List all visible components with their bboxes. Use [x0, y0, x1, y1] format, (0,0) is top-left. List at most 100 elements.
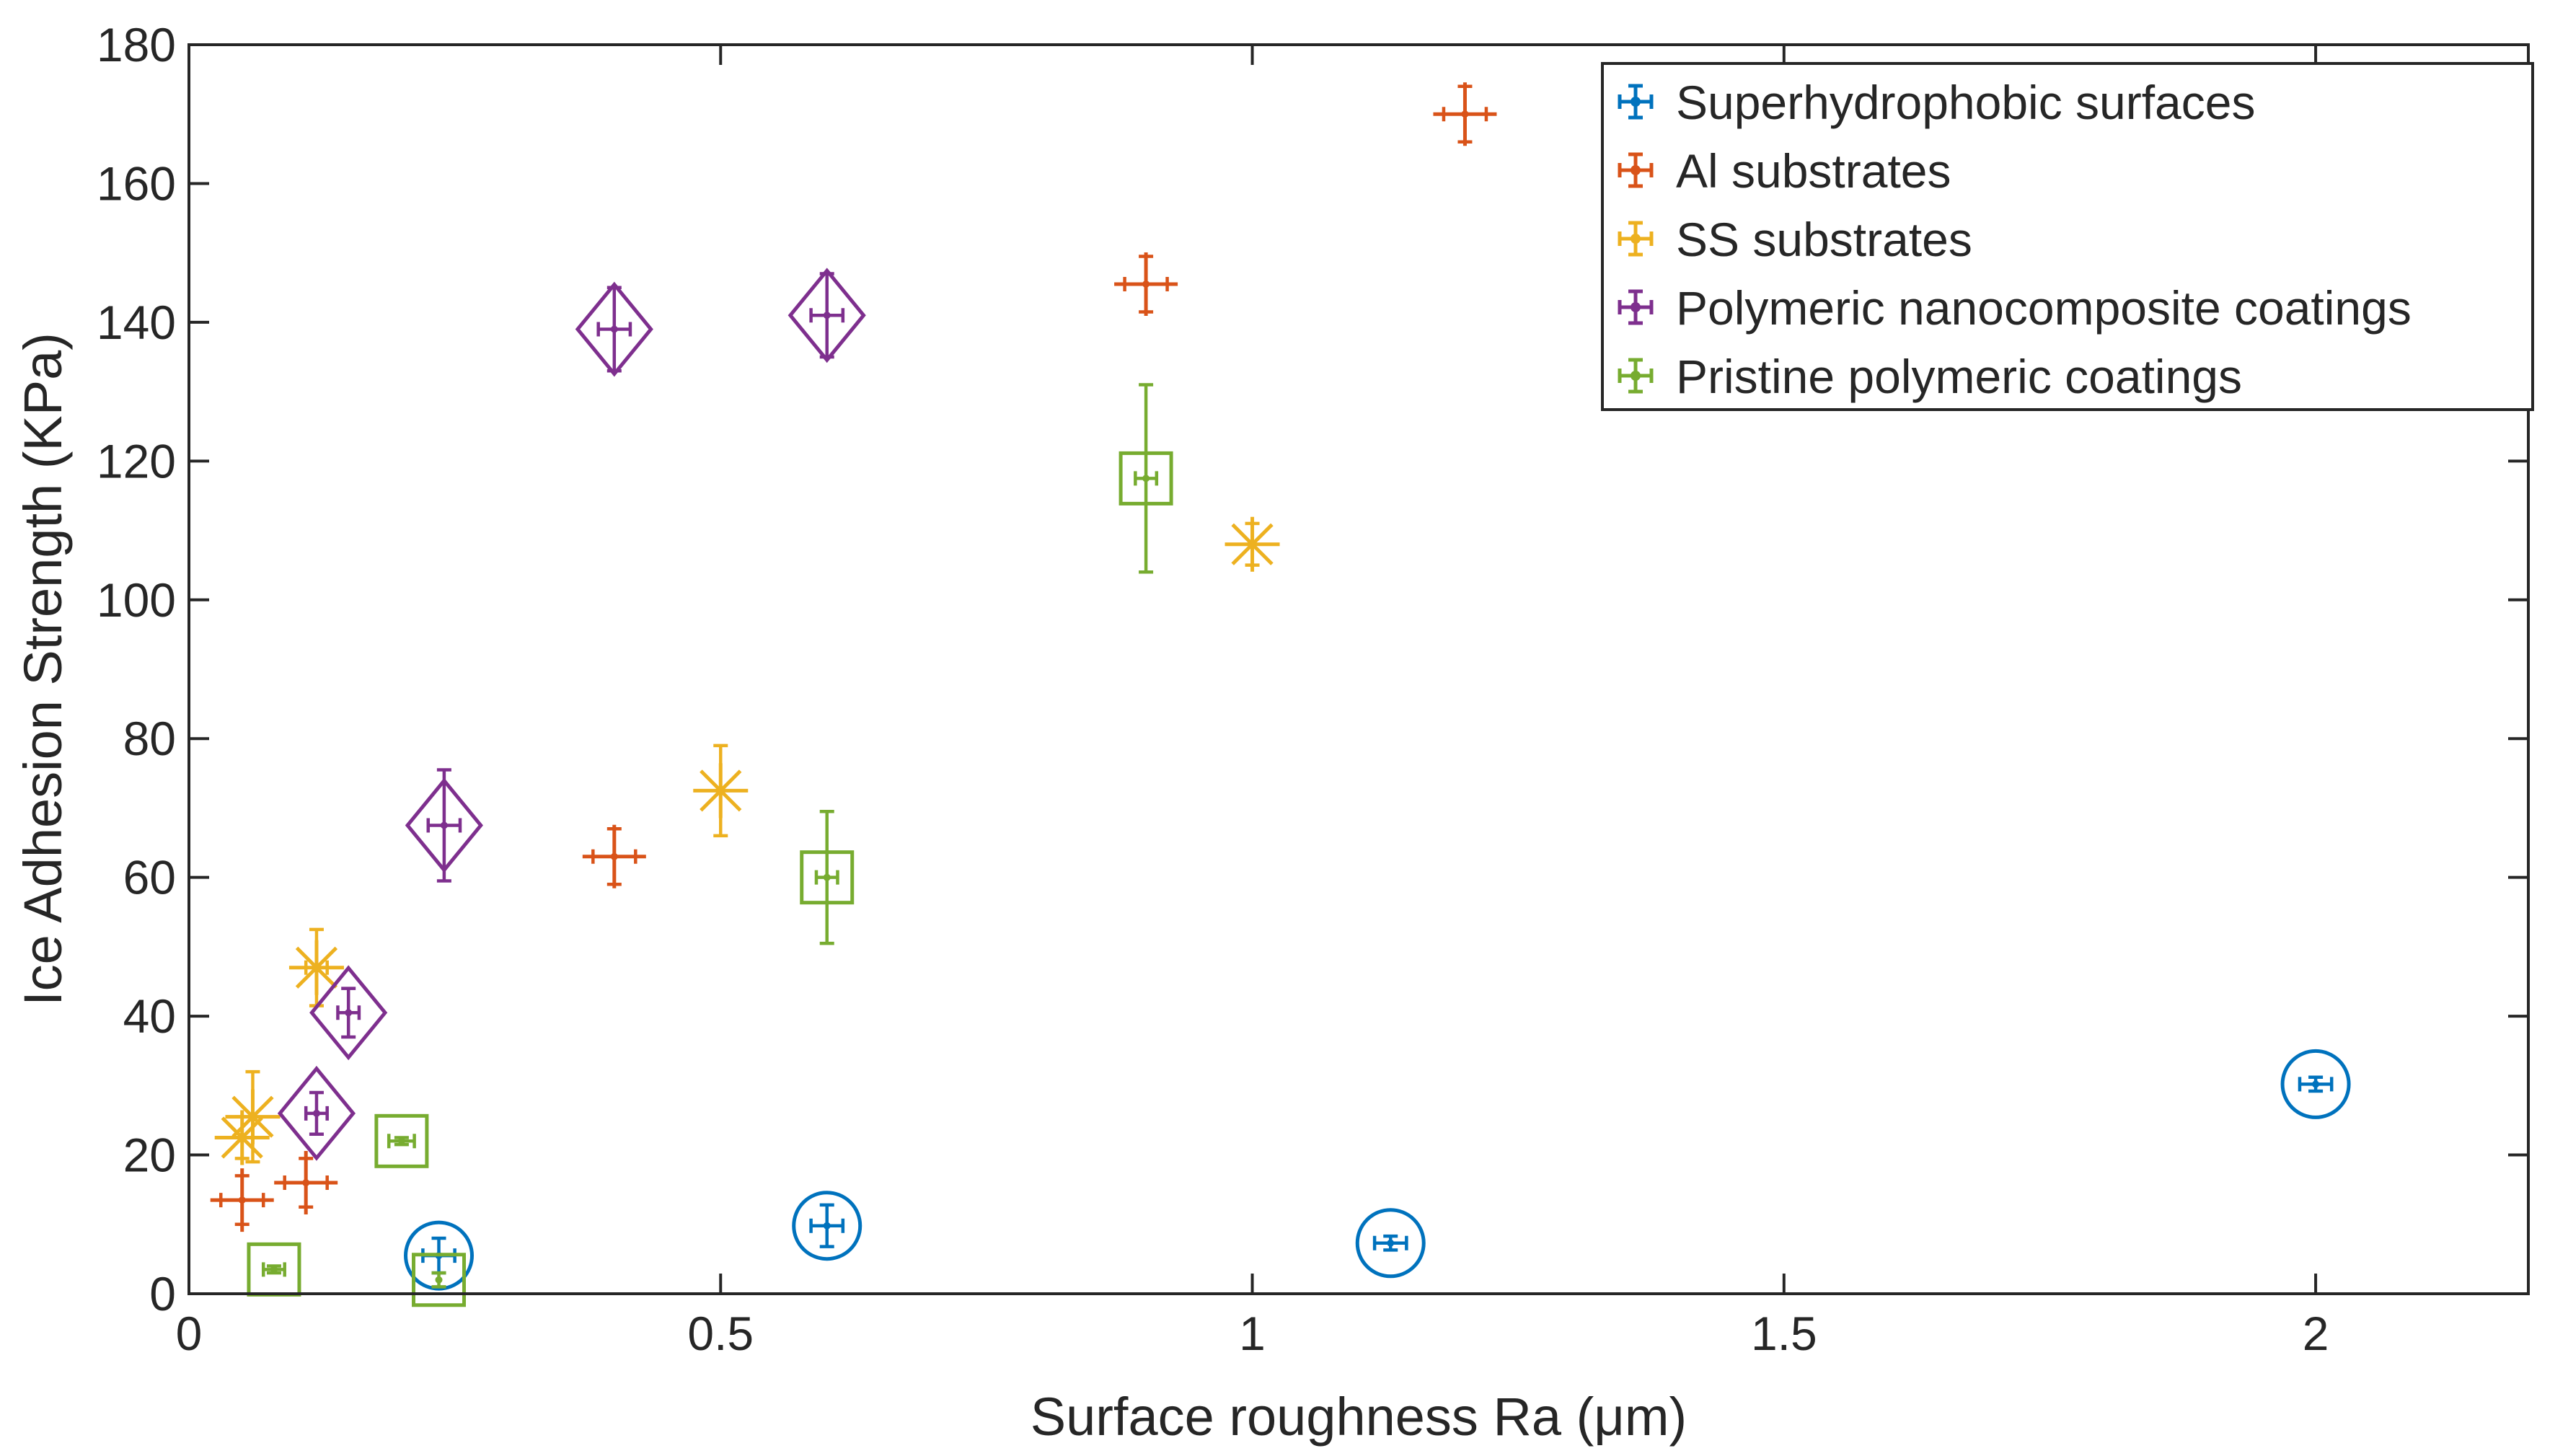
legend-entry: SS substrates [1618, 213, 1972, 266]
legend-entry: Polymeric nanocomposite coatings [1618, 281, 2412, 335]
legend-entry: Pristine polymeric coatings [1618, 350, 2242, 403]
data-point-center [345, 1009, 353, 1017]
data-point [1433, 82, 1497, 146]
y-tick-label: 180 [97, 18, 176, 71]
data-point [274, 1151, 338, 1215]
data-marker [1355, 1208, 1426, 1279]
data-marker [405, 777, 483, 873]
x-axis-label: Surface roughness Ra (μm) [1031, 1387, 1687, 1447]
data-marker [575, 281, 653, 377]
data-marker [214, 1110, 270, 1165]
series-4 [277, 268, 866, 1161]
data-marker [792, 1191, 862, 1261]
data-point [1114, 252, 1178, 316]
y-axis: 0 20 40 60 80 100 120 140 160 180 [97, 18, 2528, 1320]
legend-symbol-dot [1631, 234, 1641, 244]
data-point-center [823, 1222, 831, 1230]
data-point-center [312, 1109, 320, 1117]
y-tick-label: 60 [123, 851, 176, 904]
data-point-center [823, 873, 831, 881]
x-tick-label: 0 [176, 1307, 203, 1360]
data-marker [787, 268, 866, 363]
data-marker [1118, 451, 1173, 506]
data-marker [225, 1089, 281, 1144]
data-point-center [1142, 475, 1150, 482]
data-marker [412, 1253, 467, 1307]
data-marker [374, 1113, 429, 1168]
data-marker [800, 850, 855, 905]
data-point-center [440, 821, 448, 829]
legend-label: Pristine polymeric coatings [1676, 350, 2242, 403]
data-marker [1225, 516, 1280, 572]
y-tick-label: 100 [97, 573, 176, 627]
data-point [787, 268, 866, 363]
y-tick-label: 80 [123, 712, 176, 765]
y-tick-label: 0 [149, 1267, 176, 1320]
data-marker [582, 824, 646, 888]
series-3 [214, 516, 1280, 1165]
y-tick-label: 160 [97, 156, 176, 210]
legend-symbol-dot [1631, 165, 1641, 175]
data-point [2280, 1049, 2351, 1119]
data-point [225, 1069, 281, 1164]
data-point [210, 1168, 274, 1232]
plot-content [210, 82, 2351, 1307]
data-point [575, 281, 653, 377]
data-point [792, 1191, 862, 1261]
y-tick-label: 140 [97, 296, 176, 349]
legend: Superhydrophobic surfaces Al substrates SS… [1601, 62, 2534, 411]
legend-symbol-dot [1631, 371, 1641, 381]
legend-label: Polymeric nanocomposite coatings [1676, 281, 2412, 335]
data-point-center [435, 1276, 443, 1284]
data-marker [274, 1151, 338, 1215]
legend-label: SS substrates [1676, 213, 1972, 266]
legend-entry: Superhydrophobic surfaces [1618, 76, 2255, 129]
data-point [277, 1065, 356, 1161]
data-marker [210, 1168, 274, 1232]
series-5 [247, 383, 1173, 1307]
data-point [800, 810, 855, 945]
data-point-center [2312, 1080, 2320, 1088]
data-point [309, 965, 388, 1061]
series-2 [210, 82, 1497, 1232]
x-tick-label: 2 [2303, 1307, 2329, 1360]
legend-label: Superhydrophobic surfaces [1676, 76, 2255, 129]
data-marker [404, 1220, 475, 1291]
y-tick-label: 40 [123, 989, 176, 1043]
data-marker [277, 1065, 356, 1161]
data-point [582, 824, 646, 888]
data-point [1225, 516, 1280, 572]
data-marker [693, 763, 749, 819]
data-point-center [397, 1137, 405, 1145]
y-tick-label: 20 [123, 1129, 176, 1182]
data-marker [309, 965, 388, 1061]
data-point [693, 744, 749, 838]
legend-symbol-dot [1631, 97, 1641, 107]
data-point [288, 927, 344, 1007]
legend-symbol-dot [1631, 302, 1641, 312]
data-marker [1433, 82, 1497, 146]
data-point-center [270, 1266, 278, 1274]
data-point-center [823, 312, 831, 319]
x-tick-label: 1 [1239, 1307, 1266, 1360]
data-point [374, 1113, 429, 1168]
x-tick-label: 1.5 [1751, 1307, 1817, 1360]
legend-label: Al substrates [1676, 144, 1951, 198]
data-point [1355, 1208, 1426, 1279]
plot-frame [187, 43, 2530, 1295]
data-point-center [1387, 1239, 1395, 1247]
data-point-center [610, 325, 618, 333]
data-marker [2280, 1049, 2351, 1119]
legend-entry: Al substrates [1618, 144, 1951, 198]
data-point [1118, 383, 1173, 574]
data-marker [288, 940, 344, 995]
y-tick-label: 120 [97, 434, 176, 487]
data-marker [1114, 252, 1178, 316]
legend-box [1601, 62, 2534, 411]
x-tick-label: 0.5 [687, 1307, 754, 1360]
data-point [405, 768, 483, 883]
x-axis: 0 0.5 1 1.5 2 [176, 45, 2329, 1360]
y-axis-label: Ice Adhesion Strength (KPa) [13, 332, 73, 1006]
data-point [412, 1253, 467, 1307]
